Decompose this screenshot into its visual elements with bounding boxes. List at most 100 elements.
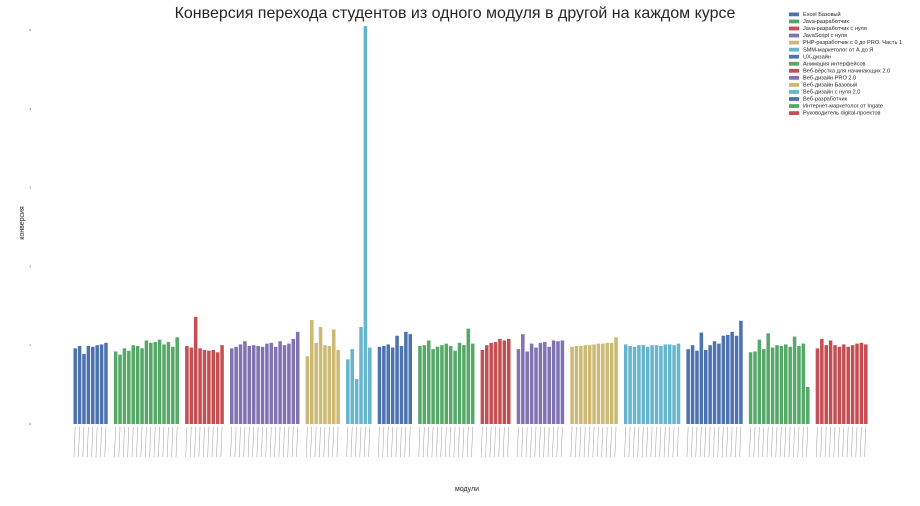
- bar: [215, 352, 220, 424]
- bar: [587, 345, 592, 424]
- bar: [193, 316, 198, 424]
- bar: [82, 353, 86, 424]
- x-tick-label-placeholder: [829, 426, 831, 458]
- bar: [703, 349, 708, 424]
- bar: [220, 345, 224, 424]
- bar: [331, 329, 336, 424]
- x-tick-label-placeholder: [189, 426, 192, 458]
- bar: [757, 339, 762, 424]
- y-tick-label: 3: [29, 186, 31, 190]
- x-tick-label-placeholder: [140, 426, 143, 458]
- legend-entry: Java-разработчик с нуля: [803, 26, 867, 32]
- x-tick-label-placeholder: [427, 426, 429, 458]
- bar: [350, 349, 354, 424]
- bar: [596, 343, 601, 424]
- x-tick-label-placeholder: [753, 426, 756, 458]
- bar: [493, 342, 498, 424]
- x-tick-label-placeholder: [730, 426, 733, 458]
- x-tick-label-placeholder: [100, 426, 102, 458]
- legend-entry: SMM-маркетолог от А до Я: [803, 47, 873, 53]
- x-tick-label-placeholder: [95, 426, 98, 458]
- x-tick-label-placeholder: [624, 426, 626, 458]
- x-tick-label-placeholder: [610, 426, 612, 458]
- bar: [489, 342, 493, 424]
- x-tick-label-placeholder: [73, 426, 76, 458]
- x-tick-label-placeholder: [149, 426, 152, 458]
- bar: [363, 26, 368, 425]
- x-tick-label-placeholder: [637, 426, 640, 458]
- x-tick-label-placeholder: [207, 426, 210, 458]
- x-tick-label-placeholder: [864, 426, 867, 458]
- bar: [579, 345, 583, 424]
- y-tick-label: 2: [29, 264, 31, 268]
- x-tick-label-placeholder: [471, 426, 473, 458]
- bar: [498, 338, 502, 424]
- x-tick-label-placeholder: [408, 426, 411, 458]
- x-tick-label-placeholder: [525, 426, 528, 458]
- x-tick-label-placeholder: [144, 426, 147, 458]
- legend-entry: Java-разработчик: [803, 19, 849, 25]
- bar: [695, 350, 699, 424]
- x-tick-label-placeholder: [575, 426, 577, 458]
- bar: [202, 349, 207, 424]
- bar: [113, 351, 118, 424]
- x-tick-label-placeholder: [556, 426, 559, 458]
- legend-swatch: [789, 26, 799, 31]
- x-tick-label-placeholder: [614, 426, 617, 458]
- bar: [470, 343, 475, 424]
- x-tick-label-placeholder: [91, 426, 94, 458]
- bar: [287, 343, 291, 424]
- x-axis-label: модули: [455, 486, 479, 493]
- bar: [229, 348, 234, 424]
- legend-entry: Веб-разработчик: [803, 97, 848, 103]
- bar: [140, 348, 144, 424]
- x-tick-label-placeholder: [543, 426, 546, 458]
- bar: [144, 340, 149, 424]
- x-tick-label-placeholder: [766, 426, 769, 458]
- legend-entry: Руководитель digital-проектов: [803, 111, 881, 117]
- bar: [859, 342, 864, 424]
- bar: [846, 346, 850, 424]
- bar: [609, 342, 614, 424]
- bar: [721, 335, 726, 424]
- x-tick-label-placeholder: [846, 426, 849, 458]
- x-tick-label-placeholder: [296, 426, 298, 458]
- bar: [166, 342, 171, 424]
- x-tick-label-placeholder: [502, 426, 505, 458]
- x-tick-label-placeholder: [641, 426, 644, 458]
- bar: [788, 346, 792, 424]
- bar: [99, 344, 104, 424]
- bar: [354, 379, 359, 424]
- bar: [122, 348, 127, 424]
- x-tick-label-placeholder: [287, 426, 290, 458]
- bar: [864, 344, 868, 424]
- bar: [395, 335, 399, 424]
- bar: [368, 347, 372, 424]
- bar: [318, 327, 323, 424]
- x-tick-label-placeholder: [346, 426, 349, 458]
- x-tick-label-placeholder: [820, 426, 823, 458]
- bar: [748, 352, 753, 424]
- x-tick-label-placeholder: [628, 426, 631, 458]
- legend-swatch: [789, 40, 799, 45]
- x-tick-label-placeholder: [78, 426, 80, 458]
- legend-swatch: [789, 104, 799, 108]
- legend-swatch: [789, 68, 799, 73]
- bar: [601, 343, 605, 424]
- bar: [189, 347, 194, 424]
- y-tick-label: 0: [29, 422, 31, 426]
- x-tick-label-placeholder: [824, 426, 827, 458]
- bar: [730, 331, 734, 424]
- bar: [632, 346, 637, 424]
- bar: [534, 347, 538, 424]
- x-tick-label-placeholder: [859, 426, 862, 458]
- chart-title: Конверсия перехода студентов из одного м…: [175, 5, 736, 22]
- x-tick-label-placeholder: [400, 426, 402, 458]
- x-tick-label-placeholder: [378, 426, 380, 458]
- x-tick-label-placeholder: [234, 426, 237, 458]
- bar: [820, 338, 824, 424]
- bar: [265, 343, 269, 424]
- x-tick-label-placeholder: [552, 426, 554, 458]
- x-tick-label-placeholder: [194, 426, 196, 458]
